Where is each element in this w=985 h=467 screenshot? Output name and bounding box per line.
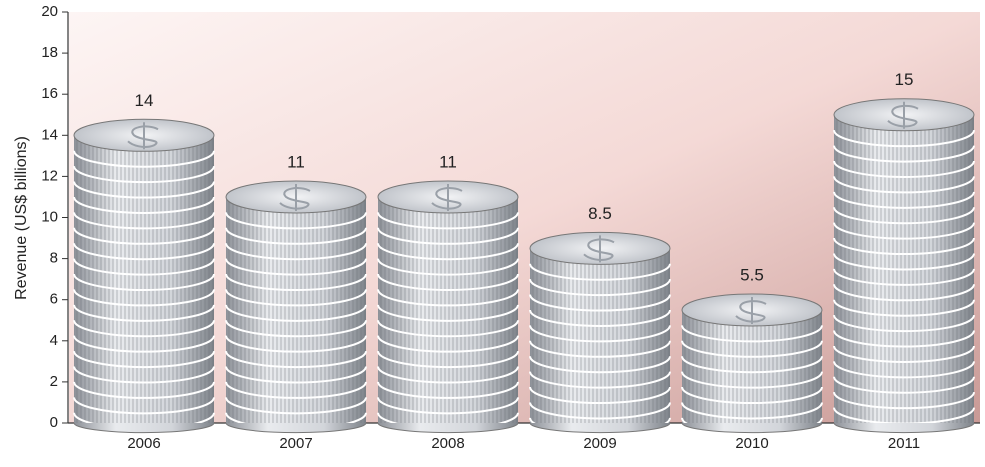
value-label: 5.5	[740, 265, 764, 284]
x-tick-label: 2007	[279, 435, 312, 452]
value-label: 11	[287, 152, 305, 171]
value-label: 11	[439, 152, 457, 171]
y-tick-label: 14	[41, 126, 58, 143]
stack-bottom	[682, 423, 822, 433]
y-tick-label: 8	[50, 250, 58, 267]
coin-ribs	[682, 310, 822, 423]
value-label: 15	[895, 70, 914, 89]
y-tick-label: 12	[41, 167, 58, 184]
y-tick-label: 18	[41, 44, 58, 61]
x-tick-label: 2006	[127, 435, 160, 452]
y-tick-label: 0	[50, 414, 58, 431]
coin-ribs	[378, 197, 518, 423]
y-tick-label: 4	[50, 332, 58, 349]
y-tick-label: 10	[41, 208, 58, 225]
stack-bottom	[530, 423, 670, 433]
y-tick-label: 2	[50, 373, 58, 390]
value-label: 8.5	[588, 204, 612, 223]
coin-ribs	[226, 197, 366, 423]
value-label: 14	[135, 91, 154, 110]
x-tick-label: 2011	[888, 435, 920, 452]
y-tick-label: 16	[41, 85, 58, 102]
x-tick-label: 2009	[583, 435, 616, 452]
x-tick-label: 2008	[431, 435, 464, 452]
y-tick-label: 6	[50, 291, 58, 308]
x-tick-label: 2010	[735, 435, 768, 452]
stack-bottom	[74, 423, 214, 433]
stack-bottom	[834, 423, 974, 433]
y-axis-label: Revenue (US$ billions)	[13, 136, 30, 300]
stack-bottom	[378, 423, 518, 433]
y-tick-label: 20	[41, 3, 58, 20]
stack-bottom	[226, 423, 366, 433]
chart: Revenue (US$ billions) 0 2 4 6 8 10 12 14 16 18 20…	[0, 0, 985, 462]
